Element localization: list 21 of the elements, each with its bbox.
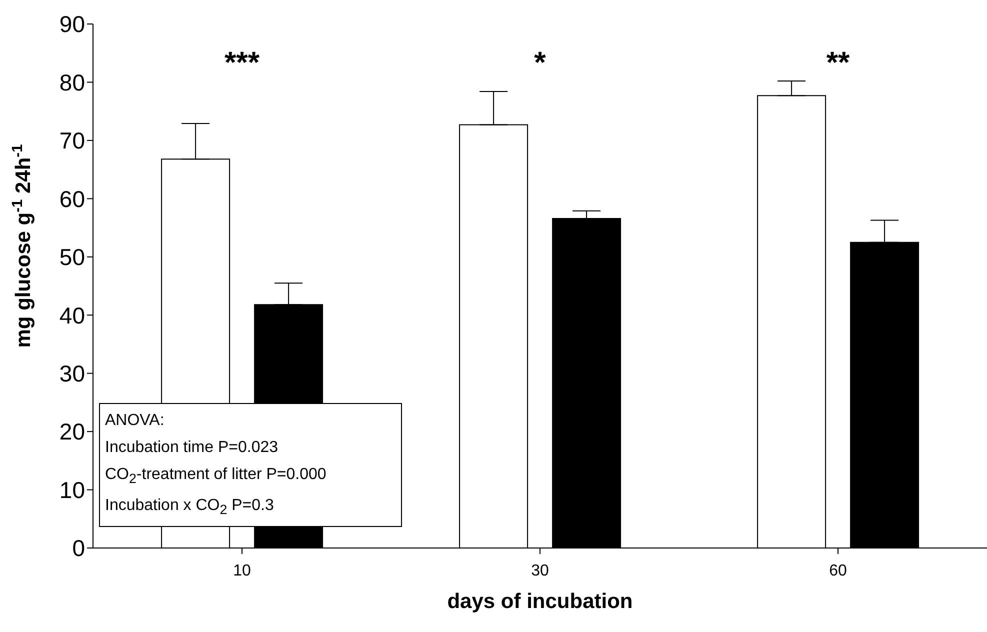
y-tick-label: 20 [59, 418, 85, 445]
y-tick-label: 70 [59, 128, 85, 154]
x-tick-label: 30 [531, 562, 549, 580]
y-tick-label: 80 [59, 69, 85, 96]
y-tick-label: 60 [59, 186, 85, 212]
annotation: CO$_{2}$-treatment of litter P=0.000 [105, 465, 328, 488]
y-tick-label: 90 [59, 11, 85, 38]
annotation: * [534, 46, 546, 80]
x-axis-title: days of incubation [447, 590, 633, 613]
annotation: *** [224, 46, 260, 80]
annotation: Incubation x CO$_{2}$ P=0.3 [105, 496, 275, 520]
y-tick-label: 30 [59, 360, 85, 386]
x-tick-label: 60 [829, 562, 847, 580]
annotation: ANOVA: [105, 411, 166, 431]
annotation: Incubation time P=0.023 [105, 438, 280, 458]
y-tick-label: 40 [59, 302, 85, 328]
y-tick-label: 0 [72, 535, 85, 562]
y-tick-label: 50 [59, 244, 85, 270]
x-tick-label: 10 [233, 562, 251, 580]
annotation: ** [826, 46, 850, 80]
y-tick-label: 10 [59, 476, 85, 503]
